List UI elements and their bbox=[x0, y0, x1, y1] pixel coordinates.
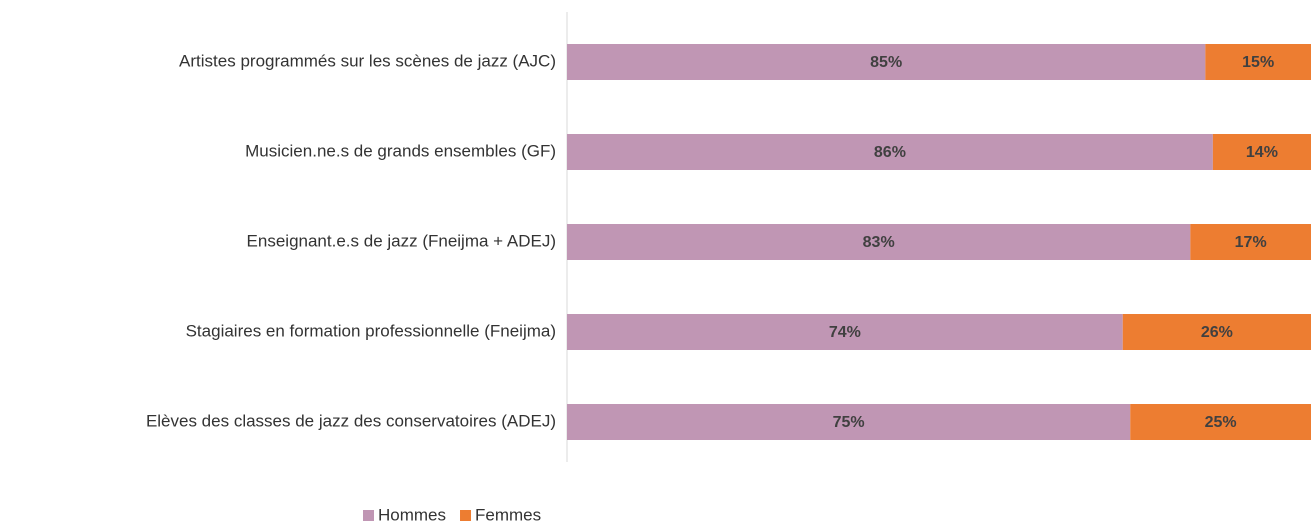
bar-segment bbox=[1205, 44, 1311, 80]
category-label: Elèves des classes de jazz des conservat… bbox=[146, 411, 556, 430]
value-label: 85% bbox=[870, 54, 902, 71]
value-label: 26% bbox=[1201, 324, 1233, 341]
value-label: 15% bbox=[1242, 54, 1274, 71]
value-label: 75% bbox=[833, 414, 865, 431]
value-label: 86% bbox=[874, 144, 906, 161]
legend-label: Femmes bbox=[475, 505, 541, 524]
value-label: 83% bbox=[863, 234, 895, 251]
bar-segment bbox=[1130, 404, 1311, 440]
value-label: 25% bbox=[1205, 414, 1237, 431]
bar-segment bbox=[567, 224, 1191, 260]
legend-swatch bbox=[363, 510, 374, 521]
bar-segment bbox=[567, 404, 1131, 440]
value-label: 74% bbox=[829, 324, 861, 341]
bar-segment bbox=[567, 134, 1213, 170]
category-label: Stagiaires en formation professionnelle … bbox=[186, 321, 556, 340]
bar-segment bbox=[567, 314, 1123, 350]
category-label: Enseignant.e.s de jazz (Fneijma + ADEJ) bbox=[247, 231, 556, 250]
value-label: 14% bbox=[1246, 144, 1278, 161]
legend-swatch bbox=[460, 510, 472, 521]
bar-segment bbox=[1122, 314, 1311, 350]
bar-segment bbox=[567, 44, 1206, 80]
category-label: Artistes programmés sur les scènes de ja… bbox=[179, 51, 556, 70]
category-label: Musicien.ne.s de grands ensembles (GF) bbox=[245, 141, 556, 160]
legend-label: Hommes bbox=[378, 505, 446, 524]
value-label: 17% bbox=[1235, 234, 1267, 251]
bar-segment bbox=[1190, 224, 1311, 260]
bar-segment bbox=[1212, 134, 1311, 170]
